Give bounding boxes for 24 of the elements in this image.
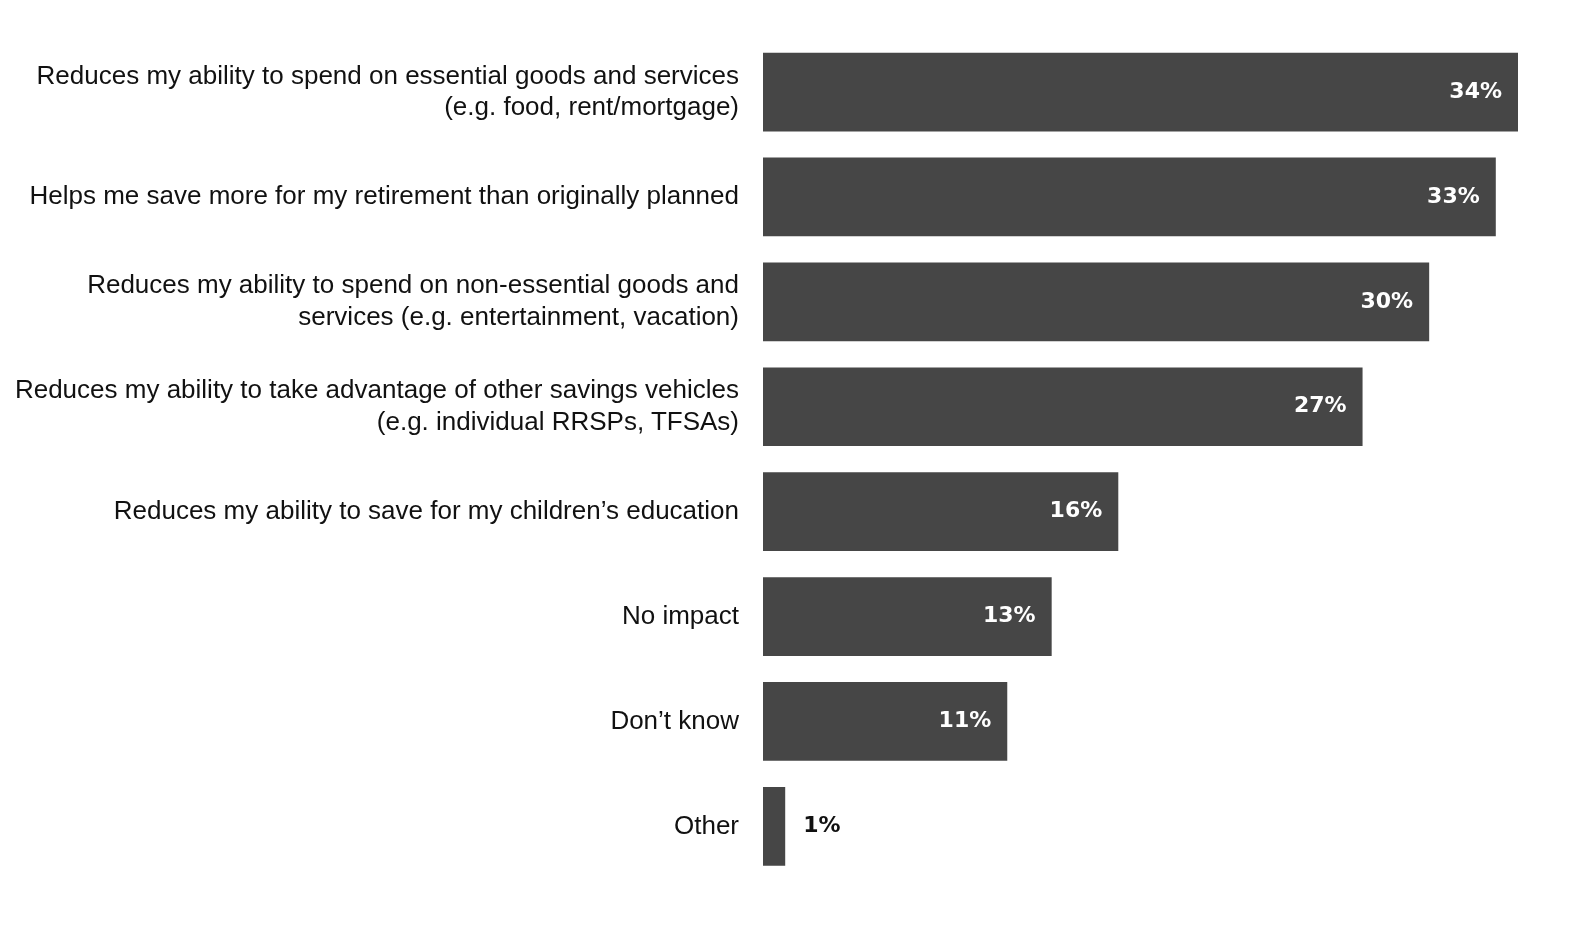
y-tick-label: Reduces my ability to take advantage of other savings vehicles (e.g. individual RRSPs, TFSAs) xyxy=(14,374,739,436)
bar xyxy=(763,52,1518,132)
data-label: 13% xyxy=(983,602,1036,628)
data-label: 34% xyxy=(1449,77,1502,103)
bar xyxy=(763,787,786,866)
data-label: 11% xyxy=(938,707,992,733)
bar xyxy=(763,157,1496,237)
data-label: 27% xyxy=(1293,392,1347,418)
y-tick-label: Helps me save more for my retirement than originally planned xyxy=(29,180,739,211)
data-label: 16% xyxy=(1049,497,1103,523)
data-label: 30% xyxy=(1360,287,1414,313)
y-tick-label: Reduces my ability to spend on essential goods and services (e.g. food, rent/mortgage) xyxy=(36,59,739,121)
y-tick-label: Other xyxy=(673,809,740,840)
y-tick-label: No impact xyxy=(621,599,740,630)
bar xyxy=(763,367,1363,447)
bar xyxy=(763,682,1008,761)
y-tick-label: Don’t know xyxy=(610,704,740,735)
y-tick-label: Reduces my ability to save for my children’s education xyxy=(113,494,739,525)
data-label: 1% xyxy=(803,812,841,838)
y-tick-label: Reduces my ability to spend on non-essential goods and services (e.g. entertainment, vacation) xyxy=(87,269,739,331)
bar xyxy=(763,262,1430,342)
bar xyxy=(763,577,1052,656)
bar xyxy=(763,472,1119,551)
data-label: 33% xyxy=(1427,182,1480,208)
